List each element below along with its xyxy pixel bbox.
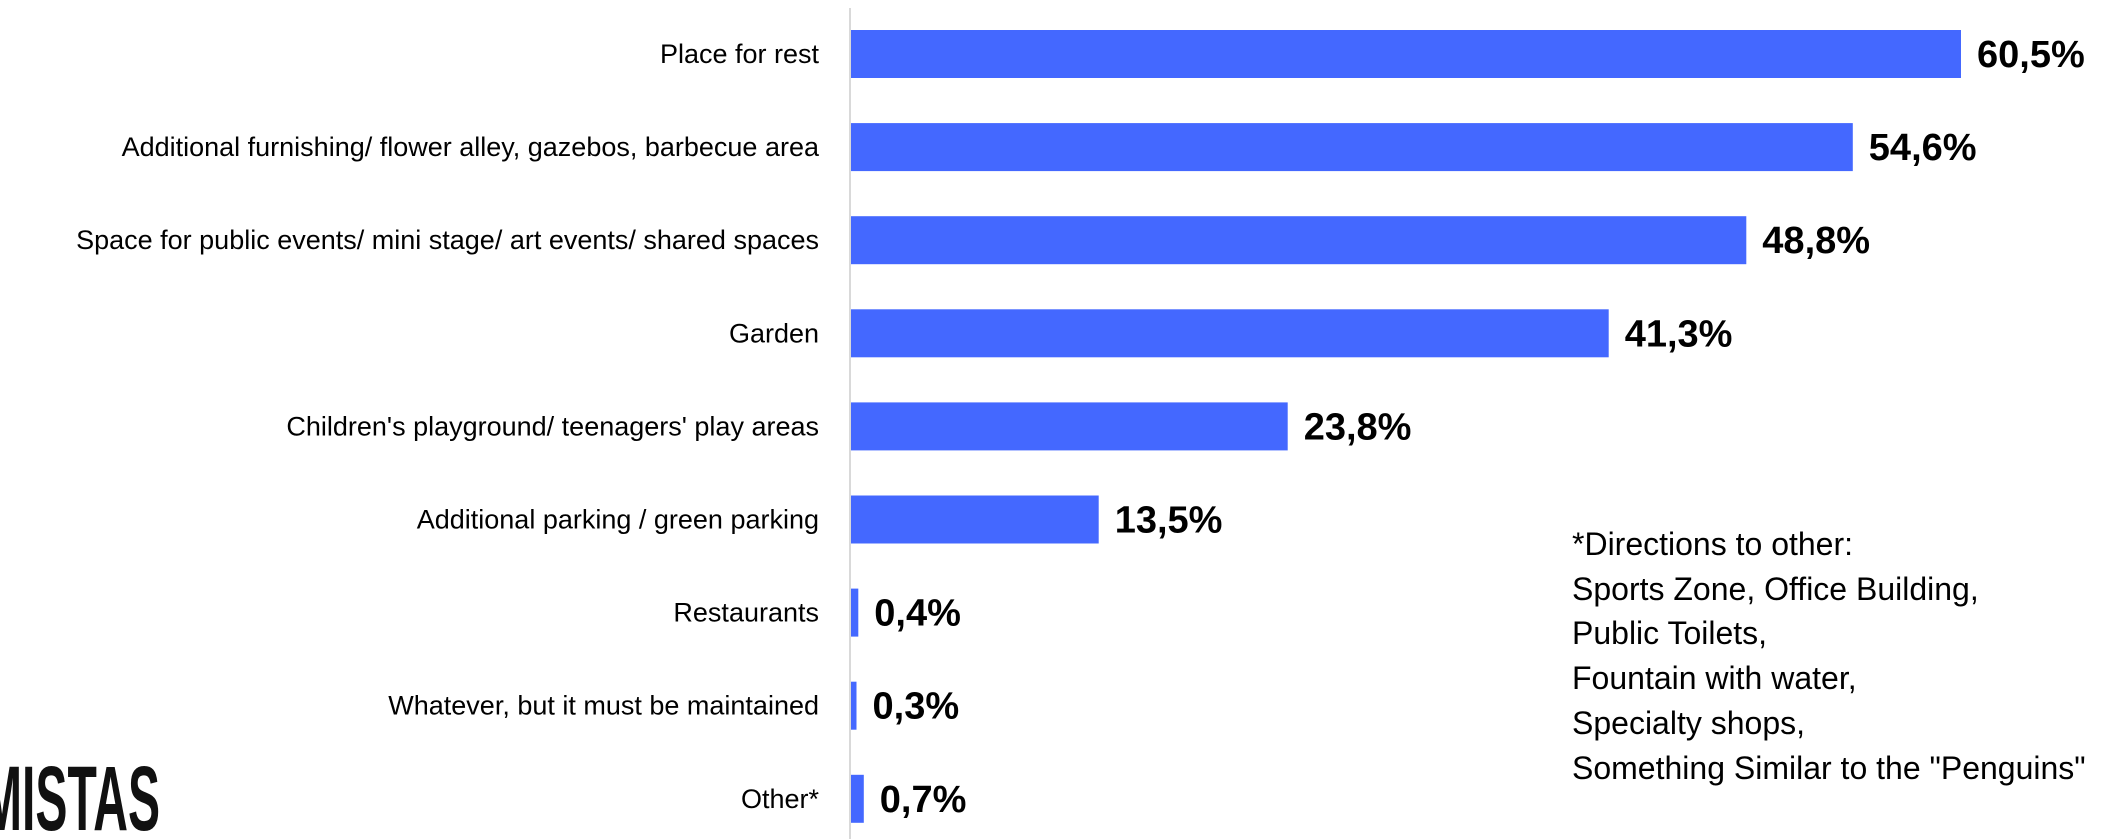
value-label: 0,7%: [880, 779, 967, 821]
value-label: 0,3%: [873, 686, 960, 728]
value-label: 48,8%: [1762, 220, 1870, 262]
value-label: 0,4%: [874, 593, 961, 635]
bar: [851, 216, 1747, 265]
value-label: 60,5%: [1977, 34, 2085, 76]
bars-group: [851, 30, 1961, 823]
value-label: 23,8%: [1304, 406, 1412, 448]
footnote-line: *Directions to other:: [1572, 526, 1853, 562]
category-label: Children's playground/ teenagers' play a…: [286, 411, 819, 441]
bar: [851, 495, 1099, 544]
bar: [851, 774, 864, 823]
category-label: Whatever, but it must be maintained: [388, 691, 819, 721]
footnote-line: Specialty shops,: [1572, 705, 1805, 741]
value-label: 13,5%: [1115, 500, 1223, 542]
value-labels-group: 60,5% 54,6% 48,8% 41,3% 23,8% 13,5% 0,4% 0,3% 0,…: [873, 34, 2085, 821]
footnote-line: Public Toilets,: [1572, 615, 1767, 651]
bar: [851, 123, 1853, 172]
footnote: *Directions to other: Sports Zone, Offic…: [1572, 526, 2086, 786]
footnote-line: Fountain with water,: [1572, 660, 1857, 696]
footnote-line: Something Similar to the "Penguins": [1572, 750, 2086, 786]
bar: [851, 402, 1288, 451]
footnote-line: Sports Zone, Office Building,: [1572, 571, 1979, 607]
bar: [851, 588, 859, 637]
bar: [851, 681, 857, 730]
bar: [851, 30, 1961, 78]
brand-logo: MISTAS: [0, 748, 160, 839]
value-label: 54,6%: [1869, 127, 1977, 169]
category-label: Other*: [741, 784, 820, 814]
category-label: Space for public events/ mini stage/ art…: [76, 225, 819, 255]
bar: [851, 309, 1609, 358]
value-label: 41,3%: [1625, 313, 1733, 355]
category-label: Additional furnishing/ flower alley, gaz…: [122, 132, 820, 162]
category-label: Restaurants: [673, 598, 819, 628]
category-labels-group: Place for rest Additional furnishing/ flo…: [76, 39, 820, 814]
category-label: Place for rest: [660, 39, 820, 69]
category-label: Garden: [729, 318, 819, 348]
category-label: Additional parking / green parking: [417, 505, 819, 535]
